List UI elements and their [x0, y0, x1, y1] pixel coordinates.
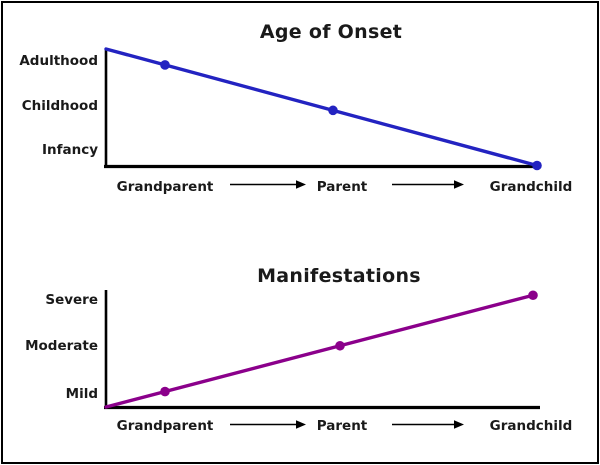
data-point: [328, 105, 338, 116]
x-label-grandchild: Grandchild: [490, 179, 573, 195]
y-tick-infancy: Infancy: [42, 142, 98, 158]
y-tick-mild: Mild: [66, 386, 98, 402]
y-tick-severe: Severe: [45, 292, 98, 308]
x-label-parent: Parent: [317, 418, 368, 434]
chart-age-of-onset: Age of Onset Adulthood Childhood Infancy…: [0, 0, 600, 232]
data-point: [532, 160, 542, 171]
x-label-grandchild: Grandchild: [490, 418, 573, 434]
chart-manifestations: Manifestations Severe Moderate Mild Gran…: [0, 232, 600, 465]
trend-line: [104, 47, 539, 168]
y-tick-moderate: Moderate: [25, 338, 98, 354]
x-label-parent: Parent: [317, 179, 368, 195]
right-arrow-head-icon: [454, 180, 464, 189]
chart-title-age-of-onset: Age of Onset: [260, 21, 402, 43]
data-point: [160, 386, 170, 397]
plot-area: [104, 47, 542, 189]
plot-area: [104, 290, 540, 429]
trend-line: [104, 293, 536, 409]
data-point: [528, 290, 538, 301]
right-arrow-head-icon: [454, 420, 464, 429]
data-point: [160, 60, 170, 70]
y-tick-adulthood: Adulthood: [19, 53, 98, 69]
right-arrow-head-icon: [296, 180, 306, 189]
data-point: [335, 340, 345, 351]
x-label-grandparent: Grandparent: [117, 179, 214, 195]
x-label-grandparent: Grandparent: [117, 418, 214, 434]
chart-title-manifestations: Manifestations: [257, 265, 421, 287]
right-arrow-head-icon: [296, 420, 306, 429]
y-tick-childhood: Childhood: [22, 98, 98, 114]
